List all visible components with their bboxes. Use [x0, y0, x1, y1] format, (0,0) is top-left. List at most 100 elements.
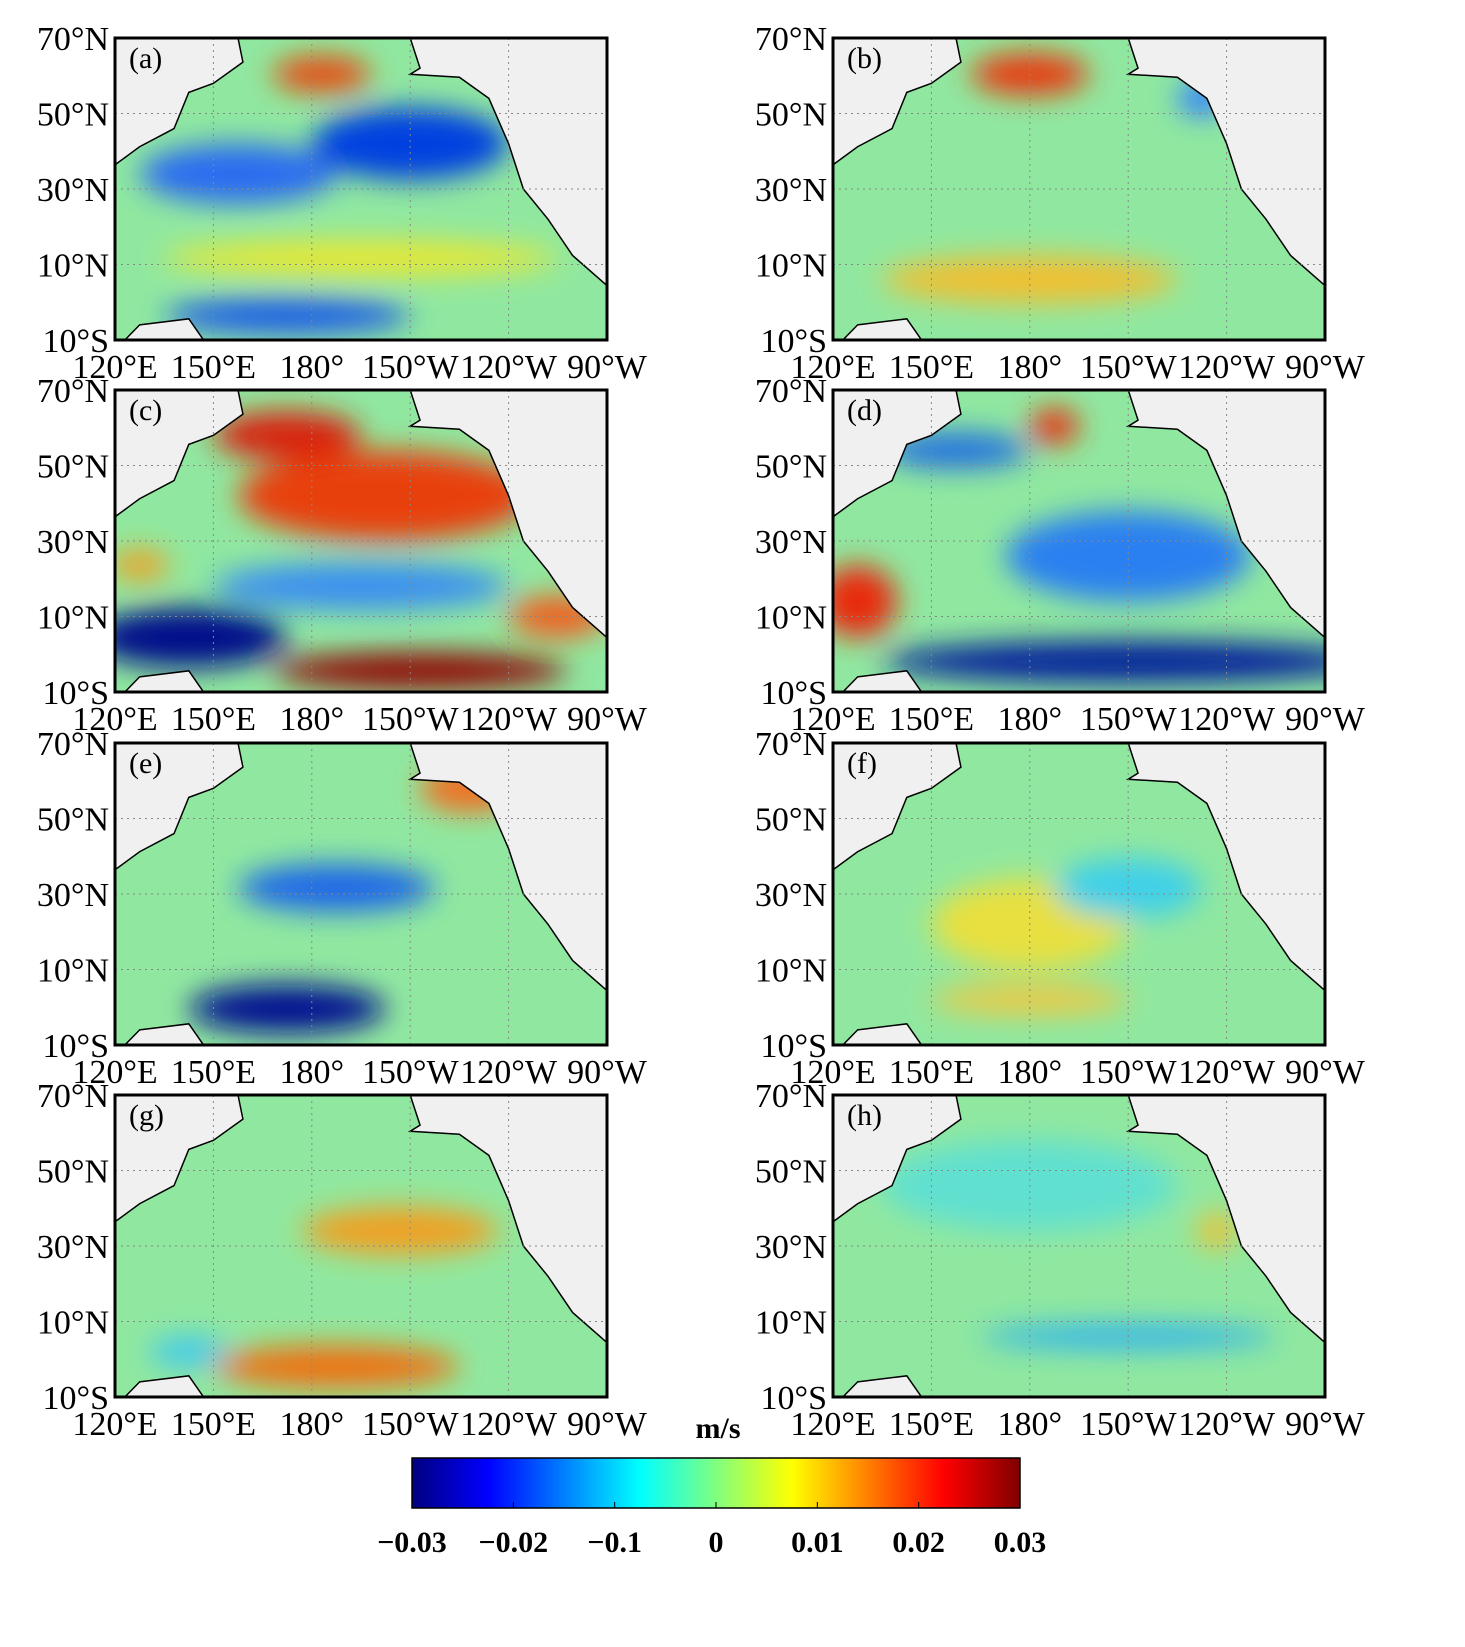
- lon-tick-label: 120°E: [72, 349, 157, 386]
- lon-tick-label: 150°E: [171, 701, 256, 738]
- anomaly: [149, 1336, 229, 1367]
- lon-tick-label: 120°W: [1178, 701, 1276, 738]
- lat-tick-label: 10°N: [755, 600, 827, 637]
- land: [1125, 38, 1325, 287]
- land: [123, 1375, 205, 1397]
- lat-tick-label: 50°N: [755, 449, 827, 486]
- lon-tick-label: 150°E: [171, 1054, 256, 1091]
- lat-tick-label: 10°S: [760, 1380, 827, 1417]
- lon-tick-label: 150°E: [889, 701, 974, 738]
- lon-tick-label: 180°: [279, 1406, 344, 1443]
- lon-tick-label: 180°: [279, 701, 344, 738]
- anomaly: [272, 56, 371, 93]
- lat-tick-label: 10°N: [755, 1305, 827, 1342]
- land: [841, 318, 923, 340]
- land: [115, 390, 244, 518]
- lon-tick-label: 180°: [997, 1054, 1062, 1091]
- lat-tick-label: 10°N: [37, 953, 109, 990]
- lat-tick-label: 70°N: [755, 373, 827, 410]
- lon-tick-label: 180°: [279, 349, 344, 386]
- anomaly: [188, 984, 386, 1033]
- panel-label: (a): [129, 42, 162, 75]
- anomaly-field: [149, 1206, 499, 1388]
- lat-tick-label: 50°N: [37, 449, 109, 486]
- lat-tick-label: 10°N: [755, 248, 827, 285]
- land: [407, 390, 607, 639]
- map-field: [115, 1095, 607, 1397]
- colorbar-tick-label: 0.01: [791, 1526, 844, 1559]
- anomaly: [164, 297, 411, 334]
- colorbar: [411, 1457, 1021, 1509]
- lat-tick-label: 10°N: [37, 600, 109, 637]
- anomaly: [1005, 510, 1252, 602]
- anomaly: [164, 240, 558, 277]
- lon-tick-label: 180°: [997, 349, 1062, 386]
- lon-tick-label: 90°W: [1285, 349, 1366, 386]
- land: [841, 1023, 923, 1045]
- lat-tick-label: 30°N: [37, 1229, 109, 1266]
- lon-tick-label: 150°W: [1080, 1406, 1178, 1443]
- anomaly: [213, 1345, 460, 1388]
- lat-tick-label: 10°S: [760, 675, 827, 712]
- lat-tick-label: 50°N: [37, 97, 109, 134]
- lon-tick-label: 90°W: [567, 349, 648, 386]
- lat-tick-label: 10°S: [42, 323, 109, 360]
- lon-tick-label: 120°W: [1178, 349, 1276, 386]
- lon-tick-label: 120°W: [1178, 1054, 1276, 1091]
- lat-tick-label: 70°N: [37, 726, 109, 763]
- frame: [831, 741, 1327, 1047]
- lon-tick-label: 120°W: [460, 1054, 558, 1091]
- lon-tick-label: 90°W: [1285, 1406, 1366, 1443]
- lat-tick-label: 70°N: [37, 21, 109, 58]
- land: [841, 670, 923, 692]
- lat-tick-label: 70°N: [755, 1078, 827, 1115]
- colorbar-label: m/s: [696, 1412, 741, 1445]
- lon-tick-label: 180°: [279, 1054, 344, 1091]
- lat-tick-label: 30°N: [755, 877, 827, 914]
- lat-tick-label: 50°N: [37, 1154, 109, 1191]
- panel-label: (b): [847, 42, 882, 75]
- lon-tick-label: 150°E: [889, 349, 974, 386]
- lon-tick-label: 120°E: [72, 1054, 157, 1091]
- anomaly-field: [139, 56, 558, 334]
- anomaly: [115, 607, 288, 668]
- colorbar-tick-label: 0: [709, 1526, 724, 1559]
- panel-label: (h): [847, 1099, 882, 1132]
- lon-tick-label: 90°W: [567, 1406, 648, 1443]
- land: [123, 670, 205, 692]
- colorbar-tick-label: −0.1: [587, 1526, 642, 1559]
- lat-tick-label: 30°N: [755, 1229, 827, 1266]
- lat-tick-label: 10°S: [42, 1380, 109, 1417]
- lon-tick-label: 90°W: [1285, 701, 1366, 738]
- lat-tick-label: 70°N: [755, 21, 827, 58]
- colorbar-tick-label: −0.03: [377, 1526, 447, 1559]
- anomaly: [238, 863, 435, 913]
- land: [407, 1095, 607, 1344]
- anomaly: [1029, 408, 1079, 445]
- frame: [113, 1093, 609, 1399]
- lat-tick-label: 10°N: [37, 248, 109, 285]
- anomaly: [931, 984, 1129, 1015]
- lat-tick-label: 10°N: [37, 1305, 109, 1342]
- lon-tick-label: 120°E: [72, 1406, 157, 1443]
- panel-label: (f): [847, 747, 877, 780]
- map-field: [115, 743, 607, 1045]
- panel-label: (g): [129, 1099, 164, 1132]
- lon-tick-label: 120°W: [1178, 1406, 1276, 1443]
- anomaly: [311, 107, 509, 180]
- land: [833, 38, 962, 166]
- anomaly: [882, 432, 1030, 469]
- lat-tick-label: 10°S: [760, 323, 827, 360]
- lon-tick-label: 150°W: [362, 1406, 460, 1443]
- lon-tick-label: 150°W: [362, 349, 460, 386]
- anomaly: [213, 562, 509, 611]
- land: [1125, 1095, 1325, 1344]
- lat-tick-label: 50°N: [755, 802, 827, 839]
- lat-tick-label: 10°N: [755, 953, 827, 990]
